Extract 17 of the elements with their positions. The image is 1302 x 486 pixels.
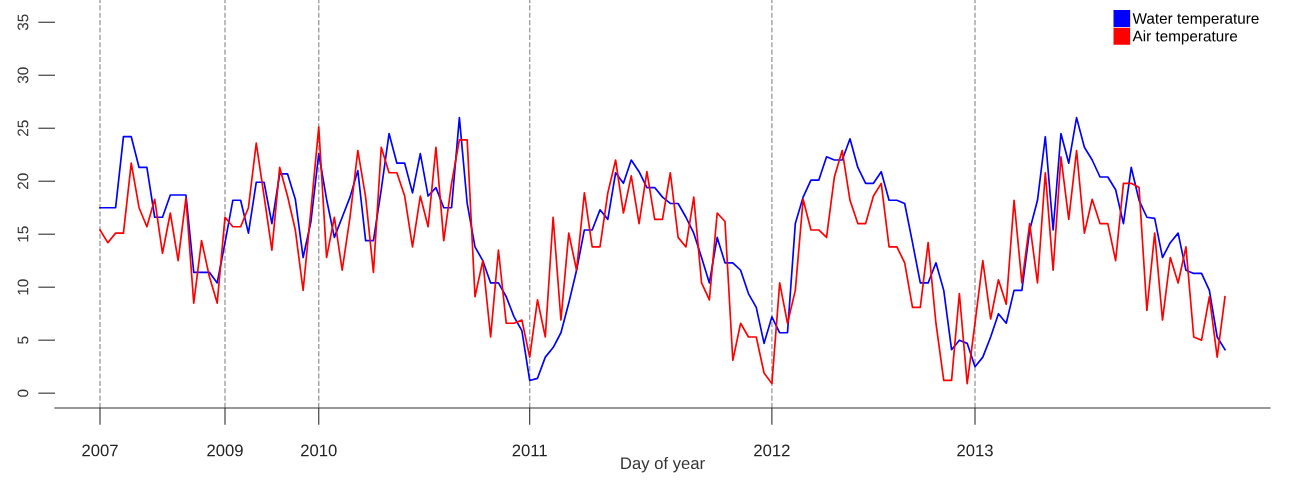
y-tick-label: 20 xyxy=(17,173,29,189)
x-tick-label: 2007 xyxy=(82,444,118,457)
x-tick-label: 2011 xyxy=(512,444,547,457)
y-tick-label: 10 xyxy=(17,279,29,295)
y-tick-label: 30 xyxy=(17,67,29,84)
legend-label: Air temperature xyxy=(1132,30,1238,45)
y-tick-label: 5 xyxy=(17,336,29,344)
x-tick-label: 2013 xyxy=(957,444,993,457)
x-axis-title: Day of year xyxy=(621,456,705,473)
y-tick-label: 35 xyxy=(17,14,29,31)
x-tick-label: 2009 xyxy=(207,444,243,457)
x-tick-label: 2012 xyxy=(754,444,790,457)
legend-label: Water temperature xyxy=(1132,13,1259,27)
y-tick-label: 0 xyxy=(17,389,29,397)
x-tick-label: 2010 xyxy=(301,444,337,457)
y-tick-label: 15 xyxy=(17,226,29,242)
y-tick-label: 25 xyxy=(17,120,29,136)
